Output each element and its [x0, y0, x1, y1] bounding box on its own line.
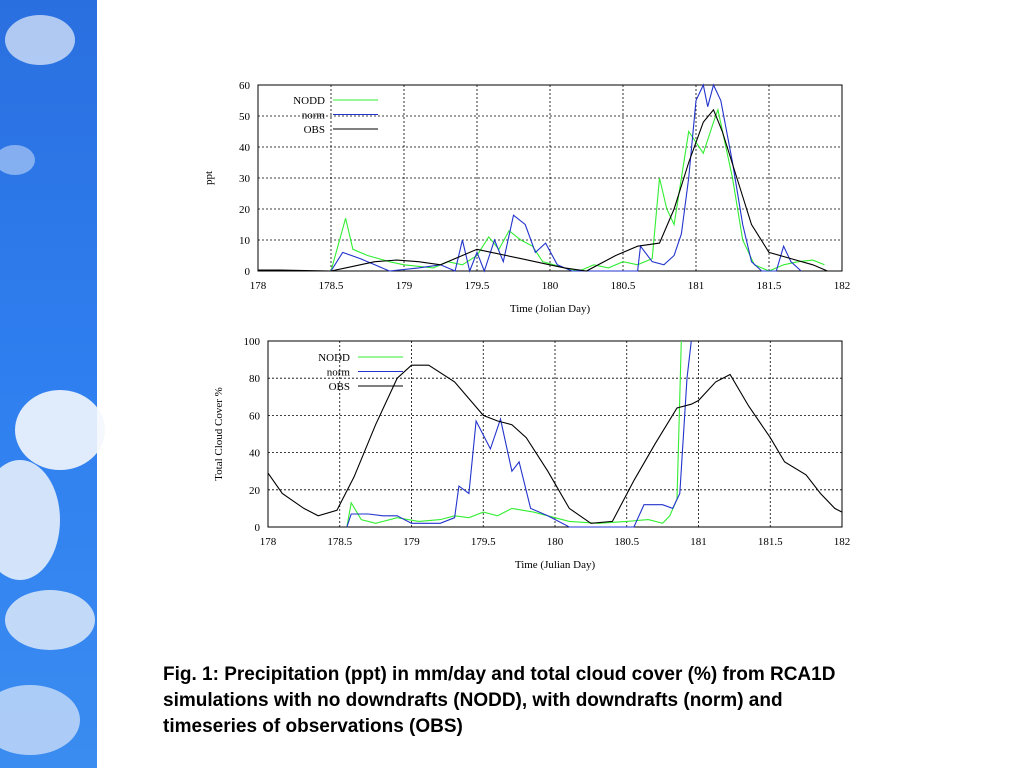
- y-tick-label: 60: [239, 80, 251, 92]
- legend-label: norm: [302, 110, 326, 122]
- x-tick-label: 178.5: [327, 536, 352, 548]
- caption-line: simulations with no downdrafts (NODD), w…: [163, 690, 783, 711]
- series-line: [330, 83, 802, 273]
- y-tick-label: 100: [244, 336, 261, 348]
- x-axis-label: Time (Julian Day): [515, 559, 596, 571]
- x-tick-label: 179.5: [465, 280, 490, 292]
- legend-label: OBS: [304, 124, 325, 136]
- legend-label: norm: [327, 367, 351, 379]
- x-tick-label: 182: [834, 280, 851, 292]
- caption-line: Fig. 1: Precipitation (ppt) in mm/day an…: [163, 664, 836, 685]
- series-line: [346, 340, 682, 528]
- y-axis-label: Total Cloud Cover %: [213, 387, 225, 481]
- y-tick-label: 80: [249, 373, 261, 385]
- legend-label: OBS: [329, 381, 350, 393]
- y-tick-label: 60: [249, 410, 261, 422]
- x-axis-label: Time (Jolian Day): [510, 303, 591, 315]
- sky-strip: [0, 0, 105, 768]
- series-line: [267, 364, 843, 524]
- plot-frame: [267, 340, 843, 528]
- x-tick-label: 180: [542, 280, 559, 292]
- plot-frame: [257, 84, 843, 272]
- x-tick-label: 178: [260, 536, 277, 548]
- x-tick-label: 180.5: [614, 536, 639, 548]
- x-tick-label: 179: [403, 536, 420, 548]
- x-tick-label: 181.5: [757, 280, 782, 292]
- legend-label: NODD: [318, 352, 350, 364]
- x-tick-label: 182: [834, 536, 851, 548]
- y-tick-label: 20: [239, 204, 251, 216]
- series-line: [258, 108, 828, 272]
- x-tick-label: 180: [547, 536, 564, 548]
- x-tick-label: 178.5: [319, 280, 344, 292]
- y-tick-label: 30: [239, 173, 251, 185]
- x-tick-label: 179: [396, 280, 413, 292]
- y-tick-label: 40: [239, 142, 251, 154]
- y-tick-label: 50: [239, 111, 251, 123]
- y-tick-label: 0: [255, 522, 261, 534]
- series-line: [330, 107, 825, 272]
- x-tick-label: 179.5: [471, 536, 496, 548]
- x-tick-label: 181.5: [758, 536, 783, 548]
- legend-label: NODD: [293, 95, 325, 107]
- x-tick-label: 178: [250, 280, 267, 292]
- series-line: [346, 340, 692, 528]
- x-tick-label: 180.5: [611, 280, 636, 292]
- y-tick-label: 0: [245, 266, 251, 278]
- caption: Fig. 1: Precipitation (ppt) in mm/day an…: [163, 662, 835, 740]
- y-tick-label: 20: [249, 485, 261, 497]
- y-tick-label: 10: [239, 235, 251, 247]
- y-axis-label: ppt: [203, 171, 215, 185]
- caption-line: timeseries of observations (OBS): [163, 716, 463, 737]
- x-tick-label: 181: [690, 536, 707, 548]
- y-tick-label: 40: [249, 448, 261, 460]
- x-tick-label: 181: [688, 280, 705, 292]
